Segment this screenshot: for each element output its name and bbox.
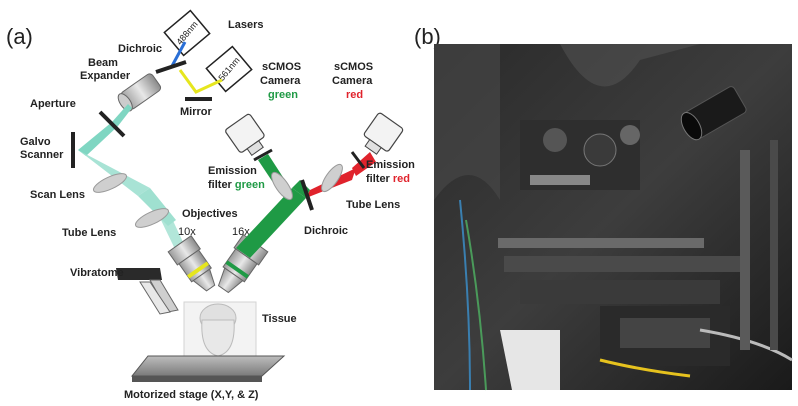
camera-red	[363, 112, 404, 155]
laser-561-box: 561nm	[205, 45, 253, 93]
stage-label: Motorized stage (X,Y, & Z)	[124, 389, 259, 401]
emission-beam-red-up	[352, 152, 376, 176]
aperture-element	[98, 110, 126, 138]
tube-lens-left-label: Tube Lens	[62, 227, 116, 239]
objective-left	[167, 235, 216, 292]
cam-green-label-3: green	[268, 89, 298, 101]
setup-photo	[434, 44, 793, 391]
dichroic-right-label: Dichroic	[304, 225, 348, 237]
em-green-prefix: filter	[208, 179, 235, 191]
em-green-label-1: Emission	[208, 165, 257, 177]
scan-lens-element	[92, 173, 128, 193]
cam-red-label-3: red	[346, 89, 363, 101]
em-green-color: green	[235, 179, 265, 191]
cam-red-label-2: Camera	[332, 75, 373, 87]
galvo-label-1: Galvo	[20, 136, 51, 148]
dichroic-right-element	[300, 179, 314, 211]
excitation-beam-3	[78, 150, 150, 196]
emission-beam-green-main	[236, 188, 306, 258]
galvo-label-2: Scanner	[20, 149, 64, 161]
vibratome-label: Vibratome	[70, 267, 124, 279]
em-filter-red-element	[350, 151, 366, 169]
tube-lens-right-label: Tube Lens	[346, 199, 400, 211]
lasers-label: Lasers	[228, 19, 263, 31]
mag-right-label: 16x	[232, 226, 250, 238]
scan-lens-label: Scan Lens	[30, 189, 85, 201]
cam-red-label-1: sCMOS	[334, 61, 373, 73]
dichroic-top-label: Dichroic	[118, 43, 162, 55]
tissue-label: Tissue	[262, 313, 297, 325]
em-red-color: red	[393, 173, 410, 185]
mag-left-label: 10x	[178, 226, 196, 238]
objectives-label: Objectives	[182, 208, 238, 220]
em-red-prefix: filter	[366, 173, 393, 185]
panel-a-letter: (a)	[6, 24, 33, 49]
em-red-label-1: Emission	[366, 159, 415, 171]
dichroic-top-element	[155, 60, 187, 74]
excitation-beam-2	[78, 122, 118, 156]
beam-expander-label-1: Beam	[88, 57, 118, 69]
yellow-beam	[178, 69, 223, 94]
em-filter-green-element	[253, 148, 273, 162]
camera-green	[225, 113, 265, 157]
excitation-beam-1	[112, 104, 132, 126]
cam-green-label-1: sCMOS	[262, 61, 301, 73]
blue-beam	[170, 41, 187, 67]
aperture-label: Aperture	[30, 98, 76, 110]
tube-lens-left-element	[134, 208, 170, 228]
beam-expander-label-2: Expander	[80, 70, 131, 82]
laser-488-box: 488nm	[163, 9, 211, 57]
vibratome-element	[116, 268, 179, 315]
tube-lens-red-element	[321, 163, 343, 193]
mirror-label: Mirror	[180, 106, 213, 118]
em-red-label-2: filter red	[366, 173, 410, 185]
tube-lens-green-element	[271, 171, 293, 201]
tissue-block	[183, 301, 257, 359]
cam-green-label-2: Camera	[260, 75, 301, 87]
em-green-label-2: filter green	[208, 179, 265, 191]
motorized-stage	[130, 355, 286, 382]
